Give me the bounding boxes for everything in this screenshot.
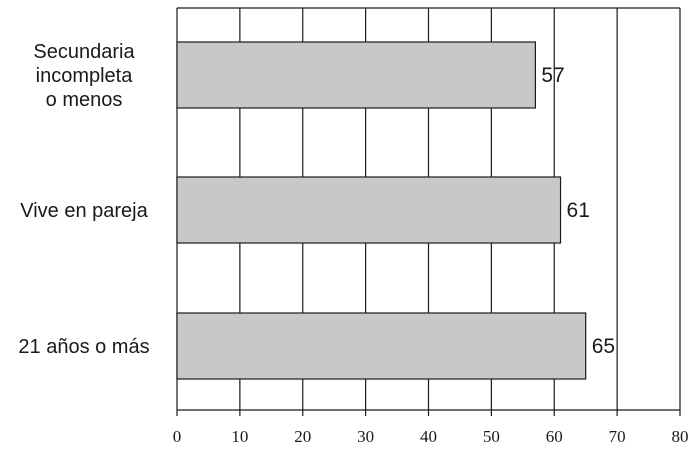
x-tick-label-70: 70	[609, 427, 626, 446]
bar-1	[176, 41, 536, 109]
data-labels: 57 61 65	[541, 64, 615, 358]
x-axis: 0 10 20 30 40 50 60 70 80	[173, 409, 689, 446]
x-tick-label-50: 50	[483, 427, 500, 446]
data-label-1: 57	[541, 64, 564, 87]
x-tick-label-80: 80	[672, 427, 689, 446]
x-tick-label-40: 40	[420, 427, 437, 446]
x-tick-label-10: 10	[231, 427, 248, 446]
data-label-3: 65	[592, 335, 615, 358]
bar-2	[176, 176, 562, 244]
x-tick-label-0: 0	[173, 427, 182, 446]
category-label-2: Vive en pareja	[20, 200, 148, 222]
x-tick-label-20: 20	[294, 427, 311, 446]
category-label-1: Secundaria incompleta o menos	[33, 41, 135, 111]
bars	[176, 41, 587, 380]
x-tick-label-30: 30	[357, 427, 374, 446]
category-label-3: 21 años o más	[18, 336, 149, 358]
x-tick-label-60: 60	[546, 427, 563, 446]
data-label-2: 61	[567, 199, 590, 222]
bar-3	[176, 312, 587, 380]
category-labels: Secundaria incompleta o menos Vive en parej…	[18, 41, 149, 358]
